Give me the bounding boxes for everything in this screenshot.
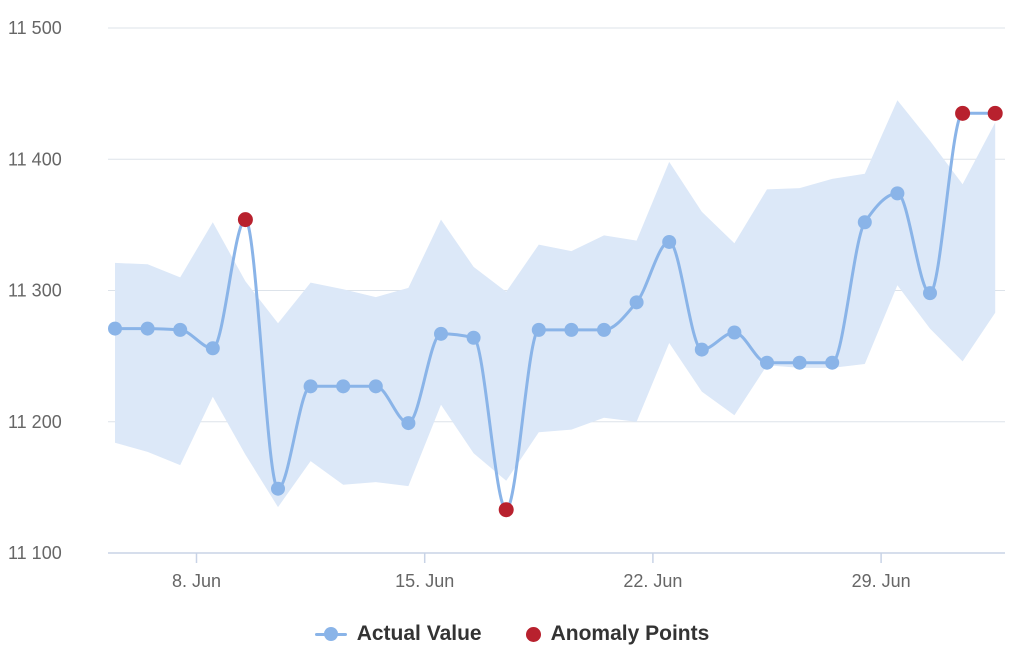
actual-value-point[interactable] [662, 234, 677, 249]
legend-item-actual-value[interactable]: Actual Value [314, 622, 482, 646]
y-tick-label: 11 500 [8, 18, 62, 38]
actual-value-point[interactable] [760, 355, 774, 370]
legend-label-actual-value: Actual Value [356, 622, 482, 645]
legend-item-anomaly-points[interactable]: Anomaly Points [525, 622, 710, 646]
expected-range-band [115, 100, 996, 508]
actual-value-point[interactable] [597, 322, 611, 337]
actual-value-point[interactable] [271, 481, 285, 496]
x-axis-labels: 8. Jun 15. Jun 22. Jun 29. Jun [172, 571, 911, 591]
x-tick-label: 22. Jun [623, 571, 682, 591]
actual-value-point[interactable] [923, 286, 937, 301]
actual-value-point[interactable] [857, 215, 872, 230]
actual-value-point[interactable] [531, 322, 546, 337]
actual-value-point[interactable] [108, 321, 122, 336]
legend-line-dot [323, 627, 338, 641]
actual-value-point[interactable] [564, 322, 579, 337]
x-axis [108, 552, 1005, 563]
actual-value-point[interactable] [727, 325, 742, 340]
x-tick-label: 8. Jun [172, 571, 221, 591]
actual-value-point[interactable] [792, 355, 807, 370]
actual-value-points [108, 106, 1003, 517]
actual-value-point[interactable] [368, 379, 383, 394]
y-tick-label: 11 200 [8, 412, 62, 432]
x-tick-label: 15. Jun [395, 571, 454, 591]
dot-marker-icon [525, 626, 541, 642]
y-tick-label: 11 300 [8, 281, 62, 301]
range-band-area [115, 100, 996, 508]
y-axis-labels: 11 100 11 200 11 300 11 400 11 500 [8, 18, 62, 563]
actual-value-point[interactable] [401, 416, 416, 431]
legend: Actual Value Anomaly Points [0, 622, 1024, 646]
actual-value-point[interactable] [694, 342, 709, 357]
actual-value-point[interactable] [205, 341, 220, 356]
anomaly-points-series [237, 105, 1003, 518]
anomaly-point[interactable] [987, 105, 1003, 121]
actual-value-point[interactable] [434, 326, 448, 341]
line-marker-icon [314, 627, 347, 641]
legend-label-anomaly-points: Anomaly Points [550, 622, 710, 645]
actual-value-point[interactable] [336, 379, 351, 394]
y-tick-label: 11 400 [8, 149, 62, 169]
anomaly-point[interactable] [237, 212, 253, 228]
actual-value-point[interactable] [140, 321, 155, 336]
anomaly-chart: 11 100 11 200 11 300 11 400 11 500 8. Jun 15.… [8, 18, 1005, 591]
actual-value-point[interactable] [466, 330, 481, 345]
anomaly-point[interactable] [498, 502, 514, 518]
anomaly-point[interactable] [955, 105, 971, 121]
actual-value-point[interactable] [629, 295, 644, 310]
x-tick-label: 29. Jun [852, 571, 911, 591]
actual-value-point[interactable] [173, 322, 188, 337]
actual-value-point[interactable] [890, 186, 905, 201]
y-tick-label: 11 100 [8, 543, 62, 563]
actual-value-point[interactable] [303, 379, 318, 394]
actual-value-point[interactable] [825, 355, 840, 370]
